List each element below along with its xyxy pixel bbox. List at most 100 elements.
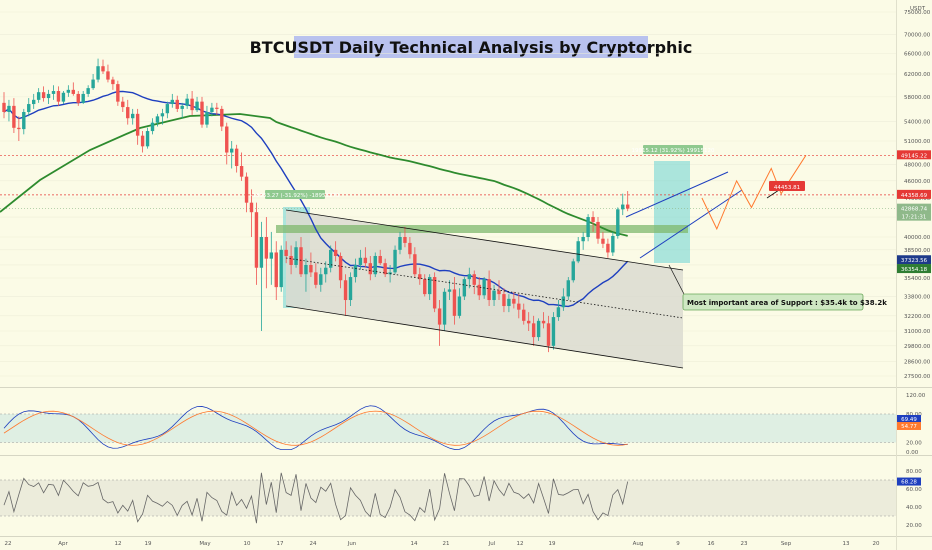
rsi-tick-label: 40.00: [906, 505, 922, 511]
x-tick-label: 24: [310, 541, 317, 547]
candle-body: [418, 274, 422, 280]
candle-body: [512, 298, 516, 304]
moving-average-layer: [0, 90, 629, 308]
candle-body: [145, 131, 150, 147]
stoch-tick-label: 120.00: [906, 393, 926, 399]
y-tick-label: 38500.00: [904, 248, 931, 254]
candle-body: [551, 317, 556, 346]
ma-fast-line: [3, 90, 629, 308]
candle-body: [66, 89, 71, 93]
measure-label-drop-bg: [265, 190, 325, 199]
candle-body: [160, 113, 165, 117]
x-tick-label: 17: [277, 541, 284, 547]
candle-body: [621, 204, 625, 210]
candle-body: [398, 237, 402, 250]
candle-body: [249, 202, 254, 213]
candle-body: [626, 204, 630, 209]
candle-body: [487, 279, 491, 301]
candle-body: [561, 296, 566, 308]
candle-body: [190, 98, 194, 111]
rsi-tick-label: 20.00: [906, 523, 922, 529]
candle-body: [477, 284, 481, 296]
candle-body: [373, 255, 377, 275]
candle-body: [368, 263, 372, 275]
x-tick-label: Aug: [633, 541, 644, 547]
candle-body: [284, 249, 288, 256]
candle-body: [32, 99, 36, 105]
candle-body: [314, 272, 318, 285]
x-tick-label: 9: [676, 541, 680, 547]
candle-body: [531, 323, 536, 338]
candle-body: [403, 237, 407, 243]
candle-body: [517, 303, 521, 310]
candle-body: [462, 279, 467, 297]
candle-body: [239, 166, 244, 177]
x-tick-label: 13: [843, 541, 850, 547]
y-tick-label: 70000.00: [904, 32, 931, 38]
candle-body: [17, 127, 21, 130]
candle-body: [76, 93, 80, 103]
x-tick-label: 22: [5, 541, 12, 547]
candle-body: [363, 257, 368, 264]
y-tick-label: 58000.00: [904, 95, 931, 101]
candle-body: [61, 92, 66, 102]
candle-body: [541, 320, 546, 324]
y-tick-label: 29800.00: [904, 344, 931, 350]
price-badge: 42868.74: [901, 207, 928, 213]
y-tick-label: 46000.00: [904, 179, 931, 185]
stoch-d-line: [3, 410, 628, 446]
y-tick-label: 44000.00: [904, 196, 931, 202]
x-tick-label: Apr: [58, 541, 68, 547]
candle-body: [274, 252, 278, 288]
candle-body: [309, 264, 313, 273]
support-pointer-line: [668, 264, 686, 297]
target-label: 44453.81: [774, 185, 800, 191]
candle-body: [432, 277, 437, 309]
candle-body: [86, 88, 90, 94]
measure-label-rise-bg: [643, 145, 703, 154]
price-badge: 37323.56: [901, 258, 928, 264]
candle-body: [358, 257, 363, 265]
candle-body: [333, 249, 338, 256]
y-tick-label: 75000.00: [904, 10, 931, 16]
ma-slow-line: [0, 113, 628, 237]
candle-body: [329, 249, 333, 268]
candle-body: [378, 255, 382, 264]
candle-body: [185, 98, 189, 106]
stoch-badge-bg: [897, 414, 921, 423]
candle-body: [155, 116, 160, 123]
candle-body: [353, 264, 358, 278]
candle-body: [601, 238, 605, 244]
axis-layer: 27500.00 28600.00 29800.00 31000.00 32200.00…: [5, 10, 931, 547]
candle-body: [581, 237, 585, 242]
candle-body: [566, 280, 570, 297]
candle-body: [96, 66, 100, 80]
projection-path: [701, 155, 807, 231]
candle-body: [12, 105, 16, 128]
candle-body: [215, 107, 219, 109]
x-tick-label: 12: [115, 541, 122, 547]
candle-body: [180, 105, 184, 109]
stoch-badge: 69.49: [901, 417, 917, 423]
rsi-line: [3, 472, 629, 524]
x-tick-label: 23: [741, 541, 748, 547]
candle-body: [254, 212, 259, 268]
candle-body: [7, 105, 11, 112]
candle-body: [338, 255, 343, 281]
candle-body: [527, 320, 531, 324]
y-tick-label: 28600.00: [904, 359, 931, 365]
candle-body: [91, 79, 95, 89]
x-tick-label: May: [199, 541, 211, 547]
candle-body: [457, 296, 462, 316]
candle-body: [299, 247, 303, 275]
y-tick-label: 33800.00: [904, 294, 931, 300]
candle-body: [616, 209, 620, 236]
candle-body: [279, 249, 283, 288]
candle-body: [576, 241, 580, 262]
candle-layer: [2, 58, 630, 353]
y-tick-label: 48000.00: [904, 162, 931, 168]
title-background: [294, 36, 648, 58]
candle-body: [482, 279, 486, 296]
candle-body: [135, 113, 140, 136]
